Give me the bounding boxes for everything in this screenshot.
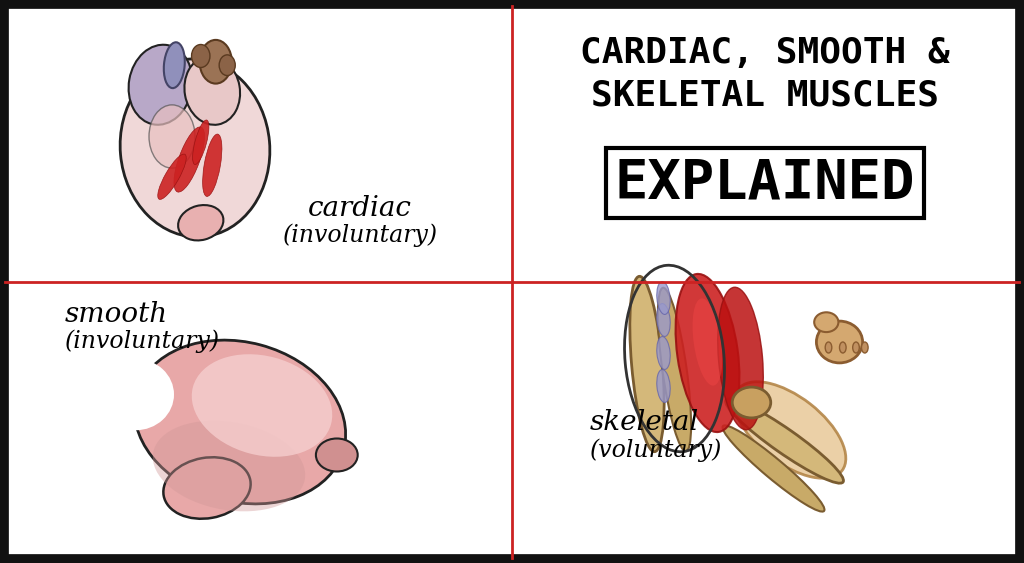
Ellipse shape: [164, 42, 184, 88]
FancyBboxPatch shape: [4, 4, 1020, 559]
Text: CARDIAC, SMOOTH &: CARDIAC, SMOOTH &: [581, 36, 950, 70]
Ellipse shape: [816, 321, 862, 363]
Ellipse shape: [153, 421, 305, 511]
Ellipse shape: [814, 312, 839, 332]
Ellipse shape: [315, 439, 357, 471]
Ellipse shape: [718, 287, 763, 430]
Text: (voluntary): (voluntary): [590, 438, 722, 462]
Ellipse shape: [219, 55, 236, 75]
Ellipse shape: [134, 340, 346, 504]
Ellipse shape: [184, 56, 240, 125]
Ellipse shape: [200, 40, 231, 83]
Ellipse shape: [191, 44, 210, 68]
Ellipse shape: [164, 457, 251, 519]
Ellipse shape: [656, 369, 671, 403]
Ellipse shape: [656, 282, 671, 315]
Ellipse shape: [726, 399, 844, 483]
Ellipse shape: [840, 342, 846, 353]
Ellipse shape: [630, 276, 665, 452]
Text: (involuntary): (involuntary): [65, 329, 220, 353]
Ellipse shape: [734, 382, 846, 478]
Ellipse shape: [150, 105, 195, 168]
Ellipse shape: [676, 274, 739, 432]
Text: skeletal: skeletal: [590, 409, 699, 436]
Ellipse shape: [657, 288, 691, 451]
Ellipse shape: [656, 337, 671, 369]
Ellipse shape: [853, 342, 859, 353]
Ellipse shape: [97, 359, 174, 430]
Ellipse shape: [174, 127, 205, 192]
Ellipse shape: [191, 354, 332, 457]
Ellipse shape: [120, 59, 270, 237]
Ellipse shape: [825, 342, 831, 353]
Ellipse shape: [193, 120, 209, 164]
Ellipse shape: [732, 387, 771, 418]
Ellipse shape: [178, 205, 223, 240]
Ellipse shape: [129, 44, 193, 125]
Ellipse shape: [203, 134, 222, 196]
Ellipse shape: [158, 154, 186, 199]
Ellipse shape: [692, 298, 722, 386]
Text: cardiac: cardiac: [308, 194, 412, 221]
Ellipse shape: [723, 426, 824, 512]
Ellipse shape: [861, 342, 868, 353]
Text: smooth: smooth: [65, 302, 168, 328]
Text: SKELETAL MUSCLES: SKELETAL MUSCLES: [591, 78, 939, 112]
Ellipse shape: [656, 303, 671, 337]
Text: EXPLAINED: EXPLAINED: [614, 157, 915, 209]
Text: (involuntary): (involuntary): [283, 224, 437, 247]
